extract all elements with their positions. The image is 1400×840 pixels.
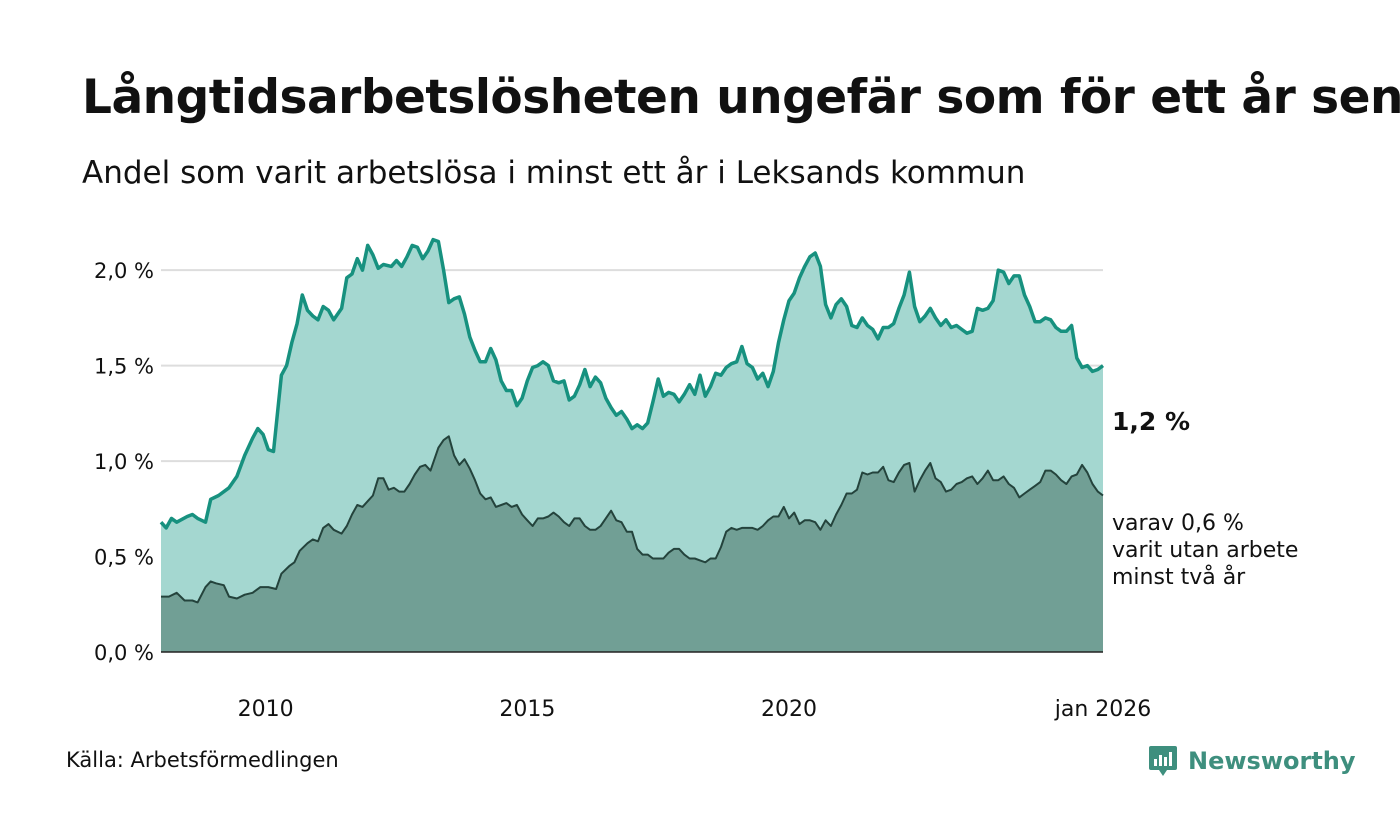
series-two-years-line bbox=[161, 435, 1104, 604]
y-tick-label: 1,5 % bbox=[94, 355, 154, 379]
newsworthy-logo-icon bbox=[1149, 746, 1177, 776]
x-tick-label: 2010 bbox=[238, 697, 294, 722]
x-tick-label: jan 2026 bbox=[1054, 697, 1152, 722]
series-long-term-line bbox=[159, 237, 1105, 530]
series-long-term-end-label: 1,2 % bbox=[1112, 407, 1190, 436]
y-tick-label: 0,0 % bbox=[94, 641, 154, 665]
x-tick-label: 2020 bbox=[761, 697, 817, 722]
brand-name: Newsworthy bbox=[1188, 747, 1356, 775]
brand-logo[interactable]: Newsworthy bbox=[1148, 744, 1356, 778]
chart-title: Långtidsarbetslösheten ungefär som för e… bbox=[82, 70, 1400, 125]
chart-subtitle: Andel som varit arbetslösa i minst ett å… bbox=[82, 155, 1026, 191]
series-two-years-end-label: varit utan arbete bbox=[1112, 538, 1298, 563]
source-note: Källa: Arbetsförmedlingen bbox=[66, 748, 339, 772]
series-two-years-end-label: minst två år bbox=[1112, 564, 1246, 590]
y-tick-label: 0,5 % bbox=[94, 546, 154, 570]
x-tick-label: 2015 bbox=[499, 697, 555, 722]
y-tick-label: 2,0 % bbox=[94, 259, 154, 283]
y-tick-label: 1,0 % bbox=[94, 450, 154, 474]
series-two-years-end-label: varav 0,6 % bbox=[1112, 511, 1244, 536]
